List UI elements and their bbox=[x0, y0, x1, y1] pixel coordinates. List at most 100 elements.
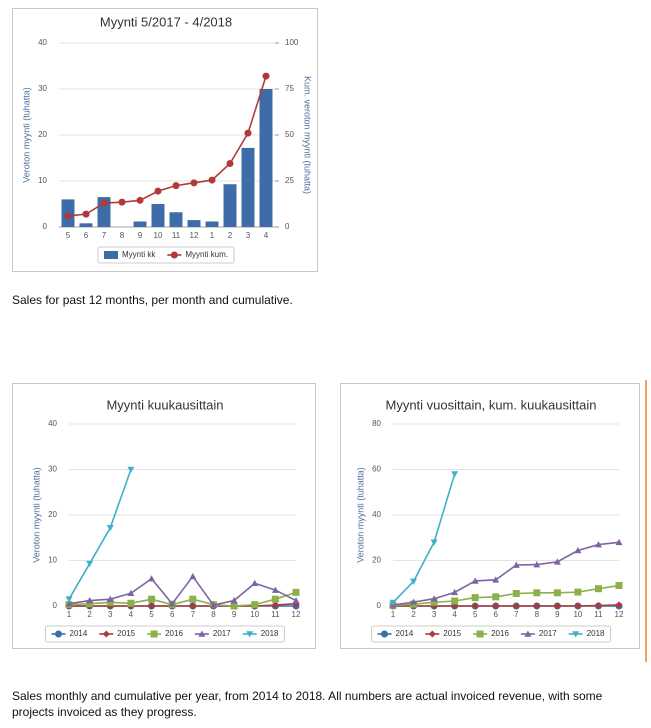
marker bbox=[512, 561, 520, 568]
marker bbox=[65, 596, 73, 603]
marker bbox=[271, 595, 279, 603]
y-tick-label: 40 bbox=[48, 419, 57, 428]
y-tick-label: 0 bbox=[43, 222, 48, 231]
bar bbox=[187, 220, 201, 227]
marker bbox=[572, 631, 580, 638]
x-tick-label: 5 bbox=[66, 231, 71, 240]
marker bbox=[574, 602, 582, 610]
x-tick-label: 8 bbox=[535, 610, 540, 619]
x-tick-label: 2 bbox=[411, 610, 416, 619]
x-tick-label: 4 bbox=[452, 610, 457, 619]
marker bbox=[226, 160, 234, 168]
x-tick-label: 7 bbox=[191, 610, 196, 619]
caption: Sales monthly and cumulative per year, f… bbox=[12, 689, 603, 719]
marker bbox=[127, 466, 135, 473]
y-tick-label: 40 bbox=[372, 510, 381, 519]
line bbox=[392, 473, 456, 604]
marker bbox=[512, 602, 520, 610]
y-tick-label: 30 bbox=[48, 465, 57, 474]
marker bbox=[492, 576, 500, 583]
marker bbox=[148, 575, 156, 582]
x-tick-label: 6 bbox=[170, 610, 175, 619]
marker bbox=[82, 210, 90, 218]
marker bbox=[492, 593, 500, 601]
legend-label: 2016 bbox=[165, 629, 183, 638]
marker bbox=[594, 585, 602, 593]
x-tick-label: 9 bbox=[232, 610, 237, 619]
marker bbox=[170, 251, 178, 259]
line bbox=[69, 602, 297, 607]
marker bbox=[410, 578, 418, 585]
marker bbox=[430, 595, 438, 602]
bar bbox=[205, 221, 219, 227]
line bbox=[68, 575, 297, 606]
marker bbox=[271, 586, 279, 593]
marker bbox=[244, 129, 252, 137]
marker bbox=[198, 630, 206, 637]
y2-axis-label: Kum. veroton myynti (tuhatta) bbox=[303, 76, 313, 194]
y-tick-label: 20 bbox=[372, 556, 381, 565]
legend-label: 2014 bbox=[396, 629, 414, 638]
x-tick-label: 8 bbox=[120, 231, 125, 240]
line bbox=[392, 541, 620, 606]
y-tick-label: 60 bbox=[372, 465, 381, 474]
x-tick-label: 12 bbox=[190, 231, 199, 240]
bar bbox=[241, 147, 255, 227]
chart: Myynti vuosittain, kum. kuukausittain 0 20… bbox=[340, 383, 640, 649]
marker bbox=[553, 589, 561, 597]
marker bbox=[190, 179, 198, 187]
legend-label: 2017 bbox=[539, 629, 557, 638]
legend bbox=[45, 625, 285, 643]
marker bbox=[615, 582, 623, 590]
marker bbox=[150, 630, 158, 638]
marker bbox=[86, 597, 94, 604]
marker bbox=[471, 577, 479, 584]
marker bbox=[55, 630, 63, 638]
marker bbox=[148, 595, 156, 603]
line bbox=[68, 469, 132, 600]
x-tick-label: 1 bbox=[391, 610, 396, 619]
legend-items: 2014 2015 2016 2017 2018 bbox=[51, 629, 279, 638]
marker bbox=[471, 594, 479, 602]
marker bbox=[451, 597, 459, 605]
y-tick-label: 0 bbox=[377, 601, 382, 610]
chart: Myynti kuukausittain 0 10 20 30 40 Veroton myy… bbox=[12, 383, 316, 649]
bar bbox=[259, 89, 273, 227]
y-tick-label: 20 bbox=[48, 510, 57, 519]
x-tick-label: 11 bbox=[594, 610, 603, 619]
marker bbox=[574, 546, 582, 554]
legend-symbol bbox=[103, 251, 118, 259]
marker bbox=[230, 597, 238, 604]
marker bbox=[136, 196, 144, 204]
marker bbox=[615, 538, 623, 546]
legend bbox=[371, 625, 611, 643]
legend-label: 2014 bbox=[70, 629, 88, 638]
marker bbox=[189, 602, 197, 610]
y2-tick-label: 100 bbox=[285, 38, 299, 47]
x-tick-label: 12 bbox=[292, 610, 301, 619]
marker bbox=[292, 597, 300, 604]
y-axis-label: Veroton myynti (tuhatta) bbox=[355, 467, 365, 563]
marker bbox=[430, 539, 438, 546]
marker bbox=[86, 560, 94, 568]
legend-label: 2015 bbox=[443, 629, 461, 638]
marker bbox=[428, 630, 436, 638]
marker bbox=[271, 601, 279, 609]
marker bbox=[553, 558, 561, 565]
line bbox=[393, 604, 620, 607]
x-tick-label: 5 bbox=[473, 610, 478, 619]
bar bbox=[79, 223, 93, 227]
marker bbox=[594, 541, 602, 548]
marker bbox=[106, 595, 114, 602]
marker bbox=[615, 601, 623, 609]
x-tick-label: 9 bbox=[138, 231, 143, 240]
x-tick-label: 3 bbox=[432, 610, 437, 619]
x-tick-label: 8 bbox=[211, 610, 216, 619]
marker bbox=[533, 589, 541, 597]
marker bbox=[100, 199, 108, 207]
y2-tick-label: 25 bbox=[285, 176, 294, 185]
y-tick-label: 10 bbox=[38, 176, 47, 185]
marker bbox=[262, 72, 270, 80]
x-tick-label: 6 bbox=[494, 610, 499, 619]
marker bbox=[118, 198, 126, 206]
